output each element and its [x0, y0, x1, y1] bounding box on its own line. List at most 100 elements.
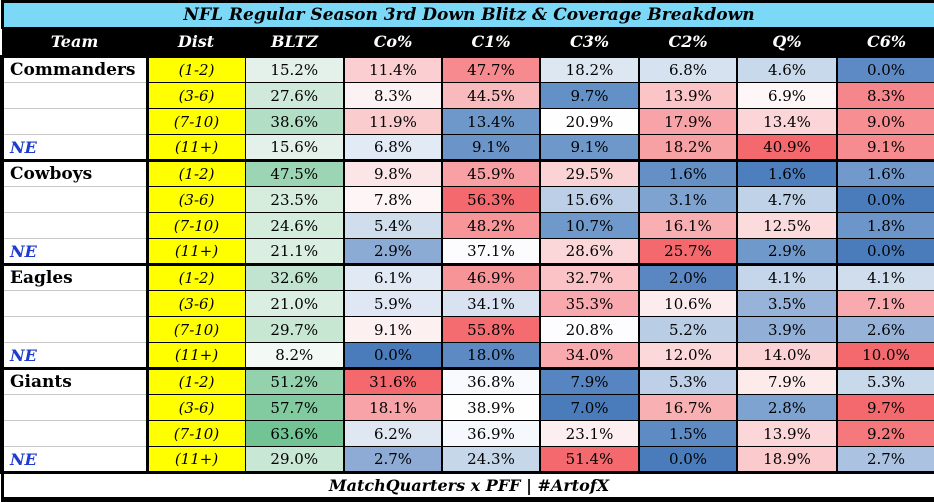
c1-value-cell: 38.9% — [441, 394, 541, 421]
team-name-cell — [0, 420, 149, 447]
dist-cell: (11+) — [146, 238, 246, 265]
c2-value-cell: 2.0% — [638, 263, 738, 291]
co-value-cell: 6.8% — [343, 134, 443, 161]
c3-value-cell: 51.4% — [539, 446, 640, 473]
bltz-value-cell: 29.7% — [244, 316, 345, 343]
c1-value-cell: 55.8% — [441, 316, 541, 343]
dist-cell: (3-6) — [146, 290, 246, 317]
team-name-cell: Cowboys — [0, 159, 149, 187]
co-value-cell: 5.9% — [343, 290, 443, 317]
table-row: (3-6) 21.0% 5.9% 34.1% 35.3% 10.6% 3.5% 7.1% — [0, 290, 934, 317]
bltz-value-cell: 24.6% — [244, 212, 345, 239]
c1-value-cell: 18.0% — [441, 342, 541, 369]
q-value-cell: 3.5% — [736, 290, 838, 317]
c3-value-cell: 34.0% — [539, 342, 640, 369]
co-value-cell: 6.2% — [343, 420, 443, 447]
c2-value-cell: 16.7% — [638, 394, 738, 421]
dist-cell: (3-6) — [146, 186, 246, 213]
c3-value-cell: 23.1% — [539, 420, 640, 447]
c2-value-cell: 3.1% — [638, 186, 738, 213]
c3-value-cell: 29.5% — [539, 159, 640, 187]
team-name-cell: Eagles — [0, 263, 149, 291]
q-value-cell: 1.6% — [736, 159, 838, 187]
bltz-value-cell: 27.6% — [244, 82, 345, 109]
c6-value-cell: 8.3% — [836, 82, 934, 109]
team-name-cell — [0, 82, 149, 109]
table-row: (7-10) 29.7% 9.1% 55.8% 20.8% 5.2% 3.9% 2.6% — [0, 316, 934, 343]
c6-value-cell: 2.7% — [836, 446, 934, 473]
c2-value-cell: 5.2% — [638, 316, 738, 343]
column-header-copct: Co% — [343, 27, 443, 57]
bltz-value-cell: 47.5% — [244, 159, 345, 187]
q-value-cell: 4.7% — [736, 186, 838, 213]
c3-value-cell: 35.3% — [539, 290, 640, 317]
c1-value-cell: 13.4% — [441, 108, 541, 135]
team-name-cell — [0, 394, 149, 421]
team-name-cell — [0, 108, 149, 135]
bltz-value-cell: 15.2% — [244, 55, 345, 83]
c6-value-cell: 0.0% — [836, 186, 934, 213]
dist-cell: (7-10) — [146, 212, 246, 239]
table-row: (7-10) 24.6% 5.4% 48.2% 10.7% 16.1% 12.5% 1.8% — [0, 212, 934, 239]
table-row: Cowboys (1-2) 47.5% 9.8% 45.9% 29.5% 1.6% 1.6% 1… — [0, 159, 934, 187]
c1-value-cell: 56.3% — [441, 186, 541, 213]
bltz-value-cell: 15.6% — [244, 134, 345, 161]
dist-cell: (3-6) — [146, 394, 246, 421]
co-value-cell: 8.3% — [343, 82, 443, 109]
co-value-cell: 11.9% — [343, 108, 443, 135]
c2-value-cell: 1.5% — [638, 420, 738, 447]
co-value-cell: 9.1% — [343, 316, 443, 343]
ne-label-cell: NE — [0, 134, 149, 161]
co-value-cell: 2.7% — [343, 446, 443, 473]
c6-value-cell: 7.1% — [836, 290, 934, 317]
table-row: Commanders (1-2) 15.2% 11.4% 47.7% 18.2% 6.8% 4… — [0, 55, 934, 83]
table-title: NFL Regular Season 3rd Down Blitz & Cove… — [0, 0, 934, 29]
table-row: (3-6) 57.7% 18.1% 38.9% 7.0% 16.7% 2.8% 9.7% — [0, 394, 934, 421]
q-value-cell: 3.9% — [736, 316, 838, 343]
c1-value-cell: 47.7% — [441, 55, 541, 83]
c2-value-cell: 25.7% — [638, 238, 738, 265]
c6-value-cell: 1.8% — [836, 212, 934, 239]
co-value-cell: 9.8% — [343, 159, 443, 187]
table-row: NE (11+) 21.1% 2.9% 37.1% 28.6% 25.7% 2.9% 0.0% — [0, 238, 934, 265]
q-value-cell: 14.0% — [736, 342, 838, 369]
q-value-cell: 4.6% — [736, 55, 838, 83]
q-value-cell: 12.5% — [736, 212, 838, 239]
c1-value-cell: 44.5% — [441, 82, 541, 109]
c6-value-cell: 0.0% — [836, 55, 934, 83]
c6-value-cell: 1.6% — [836, 159, 934, 187]
bltz-value-cell: 38.6% — [244, 108, 345, 135]
q-value-cell: 7.9% — [736, 367, 838, 395]
c1-value-cell: 36.8% — [441, 367, 541, 395]
column-header-team: Team — [1, 27, 148, 57]
dist-cell: (11+) — [146, 134, 246, 161]
co-value-cell: 11.4% — [343, 55, 443, 83]
c2-value-cell: 6.8% — [638, 55, 738, 83]
bltz-value-cell: 23.5% — [244, 186, 345, 213]
q-value-cell: 13.9% — [736, 420, 838, 447]
team-name-cell — [0, 290, 149, 317]
c3-value-cell: 7.9% — [539, 367, 640, 395]
column-header-dist: Dist — [146, 27, 246, 57]
table-row: NE (11+) 15.6% 6.8% 9.1% 9.1% 18.2% 40.9% 9.1% — [0, 134, 934, 161]
bltz-value-cell: 51.2% — [244, 367, 345, 395]
c1-value-cell: 34.1% — [441, 290, 541, 317]
team-name-cell — [0, 186, 149, 213]
c6-value-cell: 10.0% — [836, 342, 934, 369]
q-value-cell: 18.9% — [736, 446, 838, 473]
table-row: NE (11+) 8.2% 0.0% 18.0% 34.0% 12.0% 14.0% 10.0% — [0, 342, 934, 369]
c2-value-cell: 1.6% — [638, 159, 738, 187]
dist-cell: (3-6) — [146, 82, 246, 109]
q-value-cell: 4.1% — [736, 263, 838, 291]
c3-value-cell: 15.6% — [539, 186, 640, 213]
team-name-cell — [0, 316, 149, 343]
bltz-value-cell: 29.0% — [244, 446, 345, 473]
c2-value-cell: 10.6% — [638, 290, 738, 317]
c6-value-cell: 9.2% — [836, 420, 934, 447]
c6-value-cell: 9.0% — [836, 108, 934, 135]
c2-value-cell: 17.9% — [638, 108, 738, 135]
header-row: Team Dist BLTZ Co% C1% C3% C2% Q% C6% — [1, 27, 934, 57]
column-header-c2pct: C2% — [638, 27, 738, 57]
bltz-value-cell: 57.7% — [244, 394, 345, 421]
